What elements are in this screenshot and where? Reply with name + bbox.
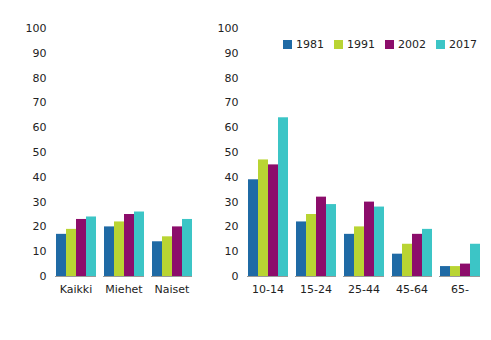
html-text:1991: 1991: [347, 38, 375, 51]
svg-text:60: 60: [225, 121, 239, 134]
svg-text:0: 0: [40, 270, 47, 283]
html-text:2017: 2017: [449, 38, 477, 51]
svg-text:30: 30: [225, 196, 239, 209]
svg-text:100: 100: [218, 22, 239, 35]
svg-text:10: 10: [225, 245, 239, 258]
svg-text:40: 40: [225, 171, 239, 184]
svg-text:0: 0: [232, 270, 239, 283]
svg-text:Naiset: Naiset: [155, 283, 191, 296]
svg-text:20: 20: [225, 220, 239, 233]
svg-text:25-44: 25-44: [348, 283, 380, 296]
svg-text:80: 80: [33, 72, 47, 85]
svg-text:Kaikki: Kaikki: [60, 283, 93, 296]
svg-text:80: 80: [225, 72, 239, 85]
svg-text:45-64: 45-64: [396, 283, 428, 296]
html-text:1981: 1981: [296, 38, 324, 51]
html-text:2002: 2002: [398, 38, 426, 51]
svg-text:90: 90: [225, 47, 239, 60]
svg-text:50: 50: [225, 146, 239, 159]
svg-text:30: 30: [33, 196, 47, 209]
svg-text:90: 90: [33, 47, 47, 60]
svg-text:70: 70: [225, 96, 239, 109]
svg-text:20: 20: [33, 220, 47, 233]
svg-text:70: 70: [33, 96, 47, 109]
svg-text:100: 100: [26, 22, 47, 35]
svg-text:10: 10: [33, 245, 47, 258]
svg-text:40: 40: [33, 171, 47, 184]
svg-text:Miehet: Miehet: [105, 283, 143, 296]
svg-text:15-24: 15-24: [300, 283, 332, 296]
svg-text:60: 60: [33, 121, 47, 134]
svg-text:50: 50: [33, 146, 47, 159]
svg-text:10-14: 10-14: [252, 283, 284, 296]
svg-text:65-: 65-: [451, 283, 469, 296]
